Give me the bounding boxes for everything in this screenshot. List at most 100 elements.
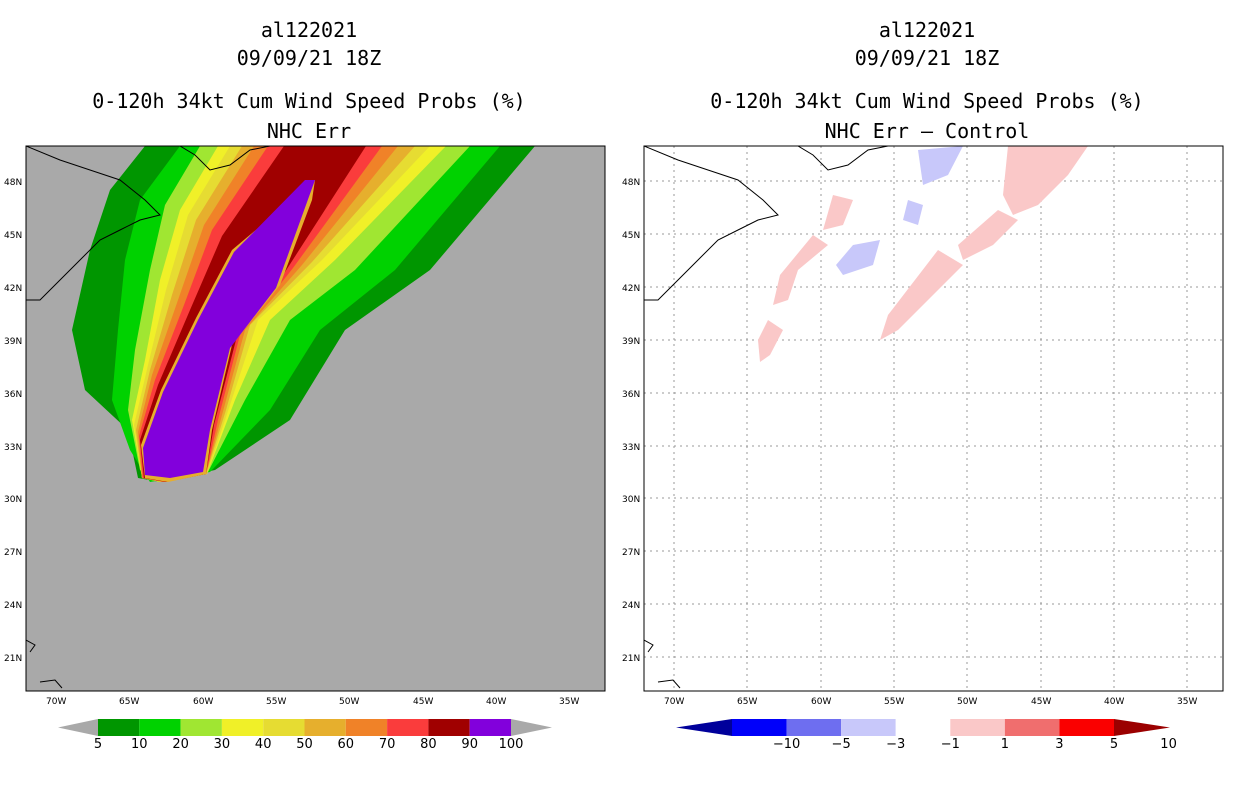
colorbar-label: 90 (461, 737, 478, 752)
colorbar-label: 100 (499, 737, 524, 752)
colorbar-swatch (950, 719, 1005, 736)
lon-label: 35W (1177, 697, 1197, 707)
colorbar-high-arrow (511, 719, 552, 736)
lat-label: 30N (622, 495, 640, 505)
right-gridlines (644, 146, 1223, 691)
lat-label: 48N (4, 178, 22, 188)
right-colorbar: −10 −5 −3 −1 1 3 5 10 (676, 719, 1177, 752)
colorbar-low-arrow (676, 719, 732, 736)
positive-diff-patch (773, 235, 828, 305)
lon-label: 55W (884, 697, 904, 707)
left-map-frame (25, 145, 606, 692)
colorbar-high-arrow (1114, 719, 1170, 736)
lon-label: 50W (339, 697, 359, 707)
coastline-outline (644, 639, 654, 653)
coastline-outline (797, 146, 889, 171)
lat-label: 21N (622, 654, 640, 664)
lat-label: 45N (4, 231, 22, 241)
colorbar-swatch (1004, 719, 1060, 736)
colorbar-label: 50 (296, 737, 313, 752)
colorbar-swatch (139, 719, 181, 736)
colorbar-label: −1 (941, 737, 960, 752)
colorbar-label: 5 (94, 737, 102, 752)
colorbar-label: −5 (832, 737, 851, 752)
colorbar-swatch (1059, 719, 1114, 736)
colorbar-label: 60 (338, 737, 355, 752)
left-map-panel: al122021 09/09/21 18Z 0-120h 34kt Cum Wi… (4, 18, 606, 752)
lat-label: 36N (622, 390, 640, 400)
lon-label: 40W (486, 697, 506, 707)
right-map-frame (643, 145, 1224, 692)
lon-label: 60W (811, 697, 831, 707)
colorbar-swatch (98, 719, 140, 736)
coastline-outline (179, 146, 271, 171)
positive-diff-patch (758, 320, 783, 362)
lat-label: 33N (4, 443, 22, 453)
lon-label: 45W (413, 697, 433, 707)
right-map-svg: 48N 45N 42N 39N 36N 33N 30N 27N 24N 21N … (622, 145, 1224, 752)
coastline-outline (26, 639, 36, 653)
colorbar-label: 40 (255, 737, 272, 752)
right-datetime: 09/09/21 18Z (854, 46, 1000, 70)
colorbar-label: 80 (420, 737, 437, 752)
lat-label: 24N (4, 601, 22, 611)
left-datetime: 09/09/21 18Z (236, 46, 382, 70)
positive-diff-patch (958, 210, 1018, 260)
left-product-title: 0-120h 34kt Cum Wind Speed Probs (%) (92, 89, 526, 113)
colorbar-swatch (428, 719, 470, 736)
left-colorbar: 5 10 20 30 40 50 60 70 80 90 100 (58, 719, 552, 752)
lat-label: 24N (622, 601, 640, 611)
lon-label: 70W (664, 697, 684, 707)
lat-label: 39N (4, 337, 22, 347)
lat-label: 42N (4, 284, 22, 294)
colorbar-label: 30 (214, 737, 231, 752)
band-100 (143, 180, 315, 478)
lat-label: 27N (4, 548, 22, 558)
colorbar-swatch (732, 719, 787, 736)
lat-label: 21N (4, 654, 22, 664)
lon-label: 60W (193, 697, 213, 707)
left-storm-id: al122021 (260, 18, 358, 42)
left-map-svg: 48N 45N 42N 39N 36N 33N 30N 27N 24N 21N … (4, 145, 606, 752)
colorbar-swatch (387, 719, 429, 736)
positive-diff-patch (823, 195, 853, 230)
colorbar-label: 70 (379, 737, 396, 752)
coastline-outline (39, 679, 63, 689)
right-subtitle: NHC Err – Control (824, 119, 1030, 143)
colorbar-swatch (345, 719, 388, 736)
lat-label: 48N (622, 178, 640, 188)
lat-label: 30N (4, 495, 22, 505)
coastline-outline (644, 146, 779, 301)
colorbar-label: 5 (1110, 737, 1118, 752)
negative-diff-patch (903, 200, 923, 225)
colorbar-label: −10 (773, 737, 800, 752)
left-lon-axis: 70W 65W 60W 55W 50W 45W 40W 35W (46, 697, 579, 707)
lon-label: 55W (266, 697, 286, 707)
lat-label: 36N (4, 390, 22, 400)
coastline-outline (26, 146, 161, 301)
colorbar-label: −3 (886, 737, 905, 752)
colorbar-label: 3 (1055, 737, 1063, 752)
colorbar-swatch (469, 719, 511, 736)
right-product-title: 0-120h 34kt Cum Wind Speed Probs (%) (710, 89, 1144, 113)
right-map-panel: al122021 09/09/21 18Z 0-120h 34kt Cum Wi… (618, 0, 1236, 800)
lat-label: 27N (622, 548, 640, 558)
colorbar-label: 1 (1001, 737, 1009, 752)
positive-diff-patch (1003, 146, 1088, 215)
colorbar-swatch (263, 719, 305, 736)
colorbar-swatch (786, 719, 842, 736)
colorbar-label: 20 (172, 737, 189, 752)
negative-diff-patch (918, 146, 963, 185)
negative-diff-patch (836, 240, 880, 275)
right-lat-axis: 48N 45N 42N 39N 36N 33N 30N 27N 24N 21N (622, 178, 640, 664)
lat-label: 39N (622, 337, 640, 347)
colorbar-swatch (221, 719, 264, 736)
left-probability-swath (26, 146, 535, 689)
right-lon-axis: 70W 65W 60W 55W 50W 45W 40W 35W (664, 697, 1197, 707)
lon-label: 45W (1031, 697, 1051, 707)
lon-label: 50W (957, 697, 977, 707)
lon-label: 65W (737, 697, 757, 707)
left-lat-axis: 48N 45N 42N 39N 36N 33N 30N 27N 24N 21N (4, 178, 22, 664)
lat-label: 45N (622, 231, 640, 241)
colorbar-swatch (841, 719, 896, 736)
